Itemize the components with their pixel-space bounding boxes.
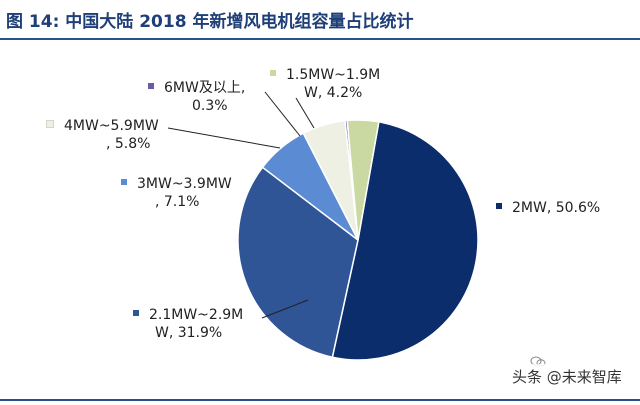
label-2mw-text: 2MW, 50.6% xyxy=(512,200,601,216)
label-6mw-line1: 6MW及以上, xyxy=(164,80,246,96)
label-6mw: 6MW及以上, 0.3% xyxy=(148,79,245,115)
label-1-5mw-line1: 1.5MW~1.9M xyxy=(286,67,381,83)
label-3mw-line1: 3MW~3.9MW xyxy=(137,176,232,192)
label-1-5mw: 1.5MW~1.9M W, 4.2% xyxy=(270,66,380,102)
leader-line-1-5mw xyxy=(295,97,315,129)
pie-slice-5 xyxy=(346,119,380,241)
label-6mw-line2: 0.3% xyxy=(192,98,228,114)
chart-title: 图 14: 中国大陆 2018 年新增风电机组容量占比统计 xyxy=(6,12,414,32)
label-2-1mw: 2.1MW~2.9M W, 31.9% xyxy=(133,306,243,342)
legend-swatch-6mw xyxy=(148,83,154,89)
leader-line-2-1mw xyxy=(261,299,309,319)
leader-line-4mw xyxy=(167,127,281,149)
legend-swatch-4mw xyxy=(46,120,54,128)
label-4mw-line1: 4MW~5.9MW xyxy=(64,118,159,134)
label-4mw: 4MW~5.9MW , 5.8% xyxy=(46,117,159,153)
label-4mw-line2: , 5.8% xyxy=(106,136,151,152)
title-bar: 图 14: 中国大陆 2018 年新增风电机组容量占比统计 xyxy=(0,0,640,40)
leader-line-6mw xyxy=(264,91,301,137)
label-3mw-line2: , 7.1% xyxy=(155,194,200,210)
legend-swatch-2mw xyxy=(496,203,502,209)
watermark: 头条 @未来智库 xyxy=(508,364,626,389)
legend-swatch-3mw xyxy=(121,179,127,185)
pie-slice-1 xyxy=(237,166,359,359)
label-1-5mw-line2: W, 4.2% xyxy=(304,85,363,101)
footer-line xyxy=(0,399,640,401)
legend-swatch-1-5mw xyxy=(270,70,276,76)
label-2-1mw-line2: W, 31.9% xyxy=(155,325,223,341)
label-2-1mw-line1: 2.1MW~2.9M xyxy=(149,307,244,323)
label-2mw: 2MW, 50.6% xyxy=(496,199,600,217)
label-3mw: 3MW~3.9MW , 7.1% xyxy=(121,175,232,211)
legend-swatch-2-1mw xyxy=(133,310,139,316)
